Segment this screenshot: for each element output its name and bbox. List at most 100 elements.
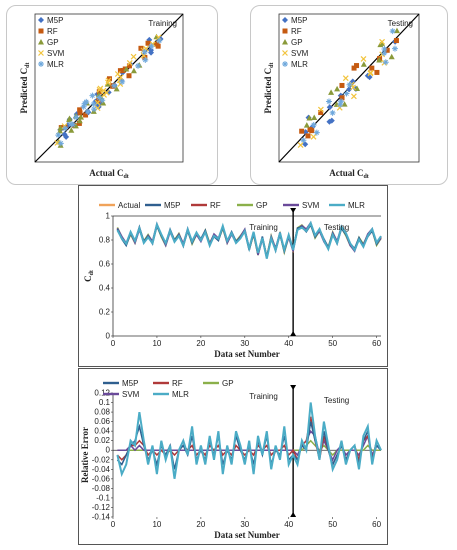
scatter-point-gp <box>377 41 384 48</box>
scatter-point-mlr <box>329 109 336 116</box>
scatter-point-mlr <box>57 140 64 147</box>
scatter-point-rf <box>369 65 375 71</box>
testing-scatter-chart: M5P RF GP SVM MLR Testing Actual Cdt Predicted … <box>263 13 420 180</box>
scatter-point-rf <box>384 47 390 53</box>
legend-label-actual: Actual <box>118 201 140 210</box>
x-axis-label: Actual Cdt <box>329 168 369 180</box>
x-axis-label: Actual Cdt <box>89 168 129 180</box>
legend-label-gp: GP <box>222 379 234 388</box>
divider-arrow-top <box>290 385 297 390</box>
y-tick-label: 0.4 <box>99 284 111 293</box>
legend-marker-svm <box>38 50 44 56</box>
y-axis-label: Predicted Cdt <box>263 63 275 114</box>
y-tick-label: 0.12 <box>94 389 110 398</box>
scatter-point-rf <box>117 68 123 74</box>
scatter-point-svm <box>97 85 104 92</box>
scatter-point-gp <box>130 67 137 74</box>
scatter-point-rf <box>393 38 399 44</box>
x-axis-label: Data set Number <box>214 349 280 359</box>
scatter-point-m5p <box>349 78 356 85</box>
scatter-point-svm <box>360 56 367 62</box>
scatter-point-svm <box>126 59 133 66</box>
legend-label-m5p: M5P <box>47 16 63 25</box>
y-tick-label: 0.02 <box>94 436 110 445</box>
x-tick-label: 0 <box>111 339 116 348</box>
scatter-point-gp <box>123 66 130 72</box>
scatter-point-svm <box>367 70 374 77</box>
legend-label-mlr: MLR <box>291 60 308 69</box>
legend-marker-gp <box>38 39 44 45</box>
x-tick-label: 40 <box>284 520 293 529</box>
legend-marker-rf <box>38 28 44 34</box>
scatter-point-mlr <box>142 56 149 63</box>
scatter-point-mlr <box>381 45 388 52</box>
line-of-equality <box>34 13 184 163</box>
divider-arrow-bottom <box>290 512 297 517</box>
scatter-point-svm <box>94 105 101 112</box>
scatter-point-rf <box>339 82 345 88</box>
scatter-point-svm <box>114 71 121 77</box>
scatter-point-mlr <box>346 81 353 88</box>
legend-marker-mlr <box>38 61 44 67</box>
legend-label-svm: SVM <box>47 49 65 58</box>
scatter-point-m5p <box>326 104 333 111</box>
x-tick-label: 60 <box>372 339 381 348</box>
legend-label-rf: RF <box>47 27 58 36</box>
scatter-point-mlr <box>337 98 344 105</box>
scatter-point-mlr <box>156 37 163 44</box>
legend-label-mlr: MLR <box>47 60 64 69</box>
scatter-point-gp <box>306 114 313 121</box>
scatter-point-mlr <box>68 120 75 127</box>
x-tick-label: 20 <box>196 520 205 529</box>
scatter-point-svm <box>317 106 324 113</box>
training-scatter-chart: M5P RF GP SVM MLR Training Actual Cdt Predicted… <box>19 13 184 180</box>
scatter-point-gp <box>393 27 400 34</box>
legend-label-gp: GP <box>256 201 268 210</box>
scatter-point-rf <box>77 110 83 116</box>
scatter-point-mlr <box>381 50 388 57</box>
scatter-point-rf <box>299 128 305 134</box>
divider-arrow-top <box>290 208 297 213</box>
scatter-point-mlr <box>389 28 396 35</box>
scatter-point-svm <box>310 133 317 140</box>
y-tick-label: 1 <box>106 212 111 221</box>
relative-error-chart: 0.120.10.080.060.040.020-0.02-0.04-0.06-… <box>80 379 382 540</box>
y-tick-label: 0 <box>106 446 111 455</box>
x-tick-label: 20 <box>196 339 205 348</box>
scatter-point-gp <box>388 53 395 60</box>
y-tick-label: -0.06 <box>92 474 111 483</box>
scatter-point-gp <box>66 116 73 123</box>
scatter-point-svm <box>342 75 349 82</box>
scatter-point-m5p <box>63 133 70 140</box>
training-scatter-panel: M5P RF GP SVM MLR Training Actual Cdt Predicted… <box>6 5 218 185</box>
scatter-point-mlr <box>90 101 97 108</box>
divider-arrow-bottom <box>290 331 297 336</box>
plot-area-border <box>278 13 420 163</box>
y-axis-label: Cdt <box>83 270 95 282</box>
legend-label-svm: SVM <box>122 390 140 399</box>
legend-label-rf: RF <box>172 379 183 388</box>
y-tick-label: -0.12 <box>92 503 111 512</box>
x-tick-label: 60 <box>372 520 381 529</box>
scatter-point-svm <box>105 77 112 84</box>
legend-marker-m5p <box>38 17 44 23</box>
legend-marker-gp <box>282 39 288 45</box>
scatter-point-gp <box>68 127 75 133</box>
y-axis-label: Predicted Cdt <box>19 63 31 114</box>
scatter-point-gp <box>77 114 84 120</box>
x-tick-label: 50 <box>328 339 337 348</box>
series-line-mlr <box>116 220 382 259</box>
panel-label: Training <box>148 19 177 28</box>
scatter-point-rf <box>354 63 360 69</box>
scatter-point-gp <box>76 117 83 124</box>
legend-label-rf: RF <box>291 27 302 36</box>
legend-marker-rf <box>282 28 288 34</box>
scatter-point-mlr <box>80 103 87 110</box>
scatter-point-m5p <box>147 47 154 54</box>
testing-scatter-panel: M5P RF GP SVM MLR Testing Actual Cdt Predicted … <box>250 5 448 185</box>
scatter-point-svm <box>350 84 356 91</box>
scatter-point-gp <box>57 127 64 134</box>
x-tick-label: 0 <box>111 520 116 529</box>
legend-label-m5p: M5P <box>122 379 138 388</box>
